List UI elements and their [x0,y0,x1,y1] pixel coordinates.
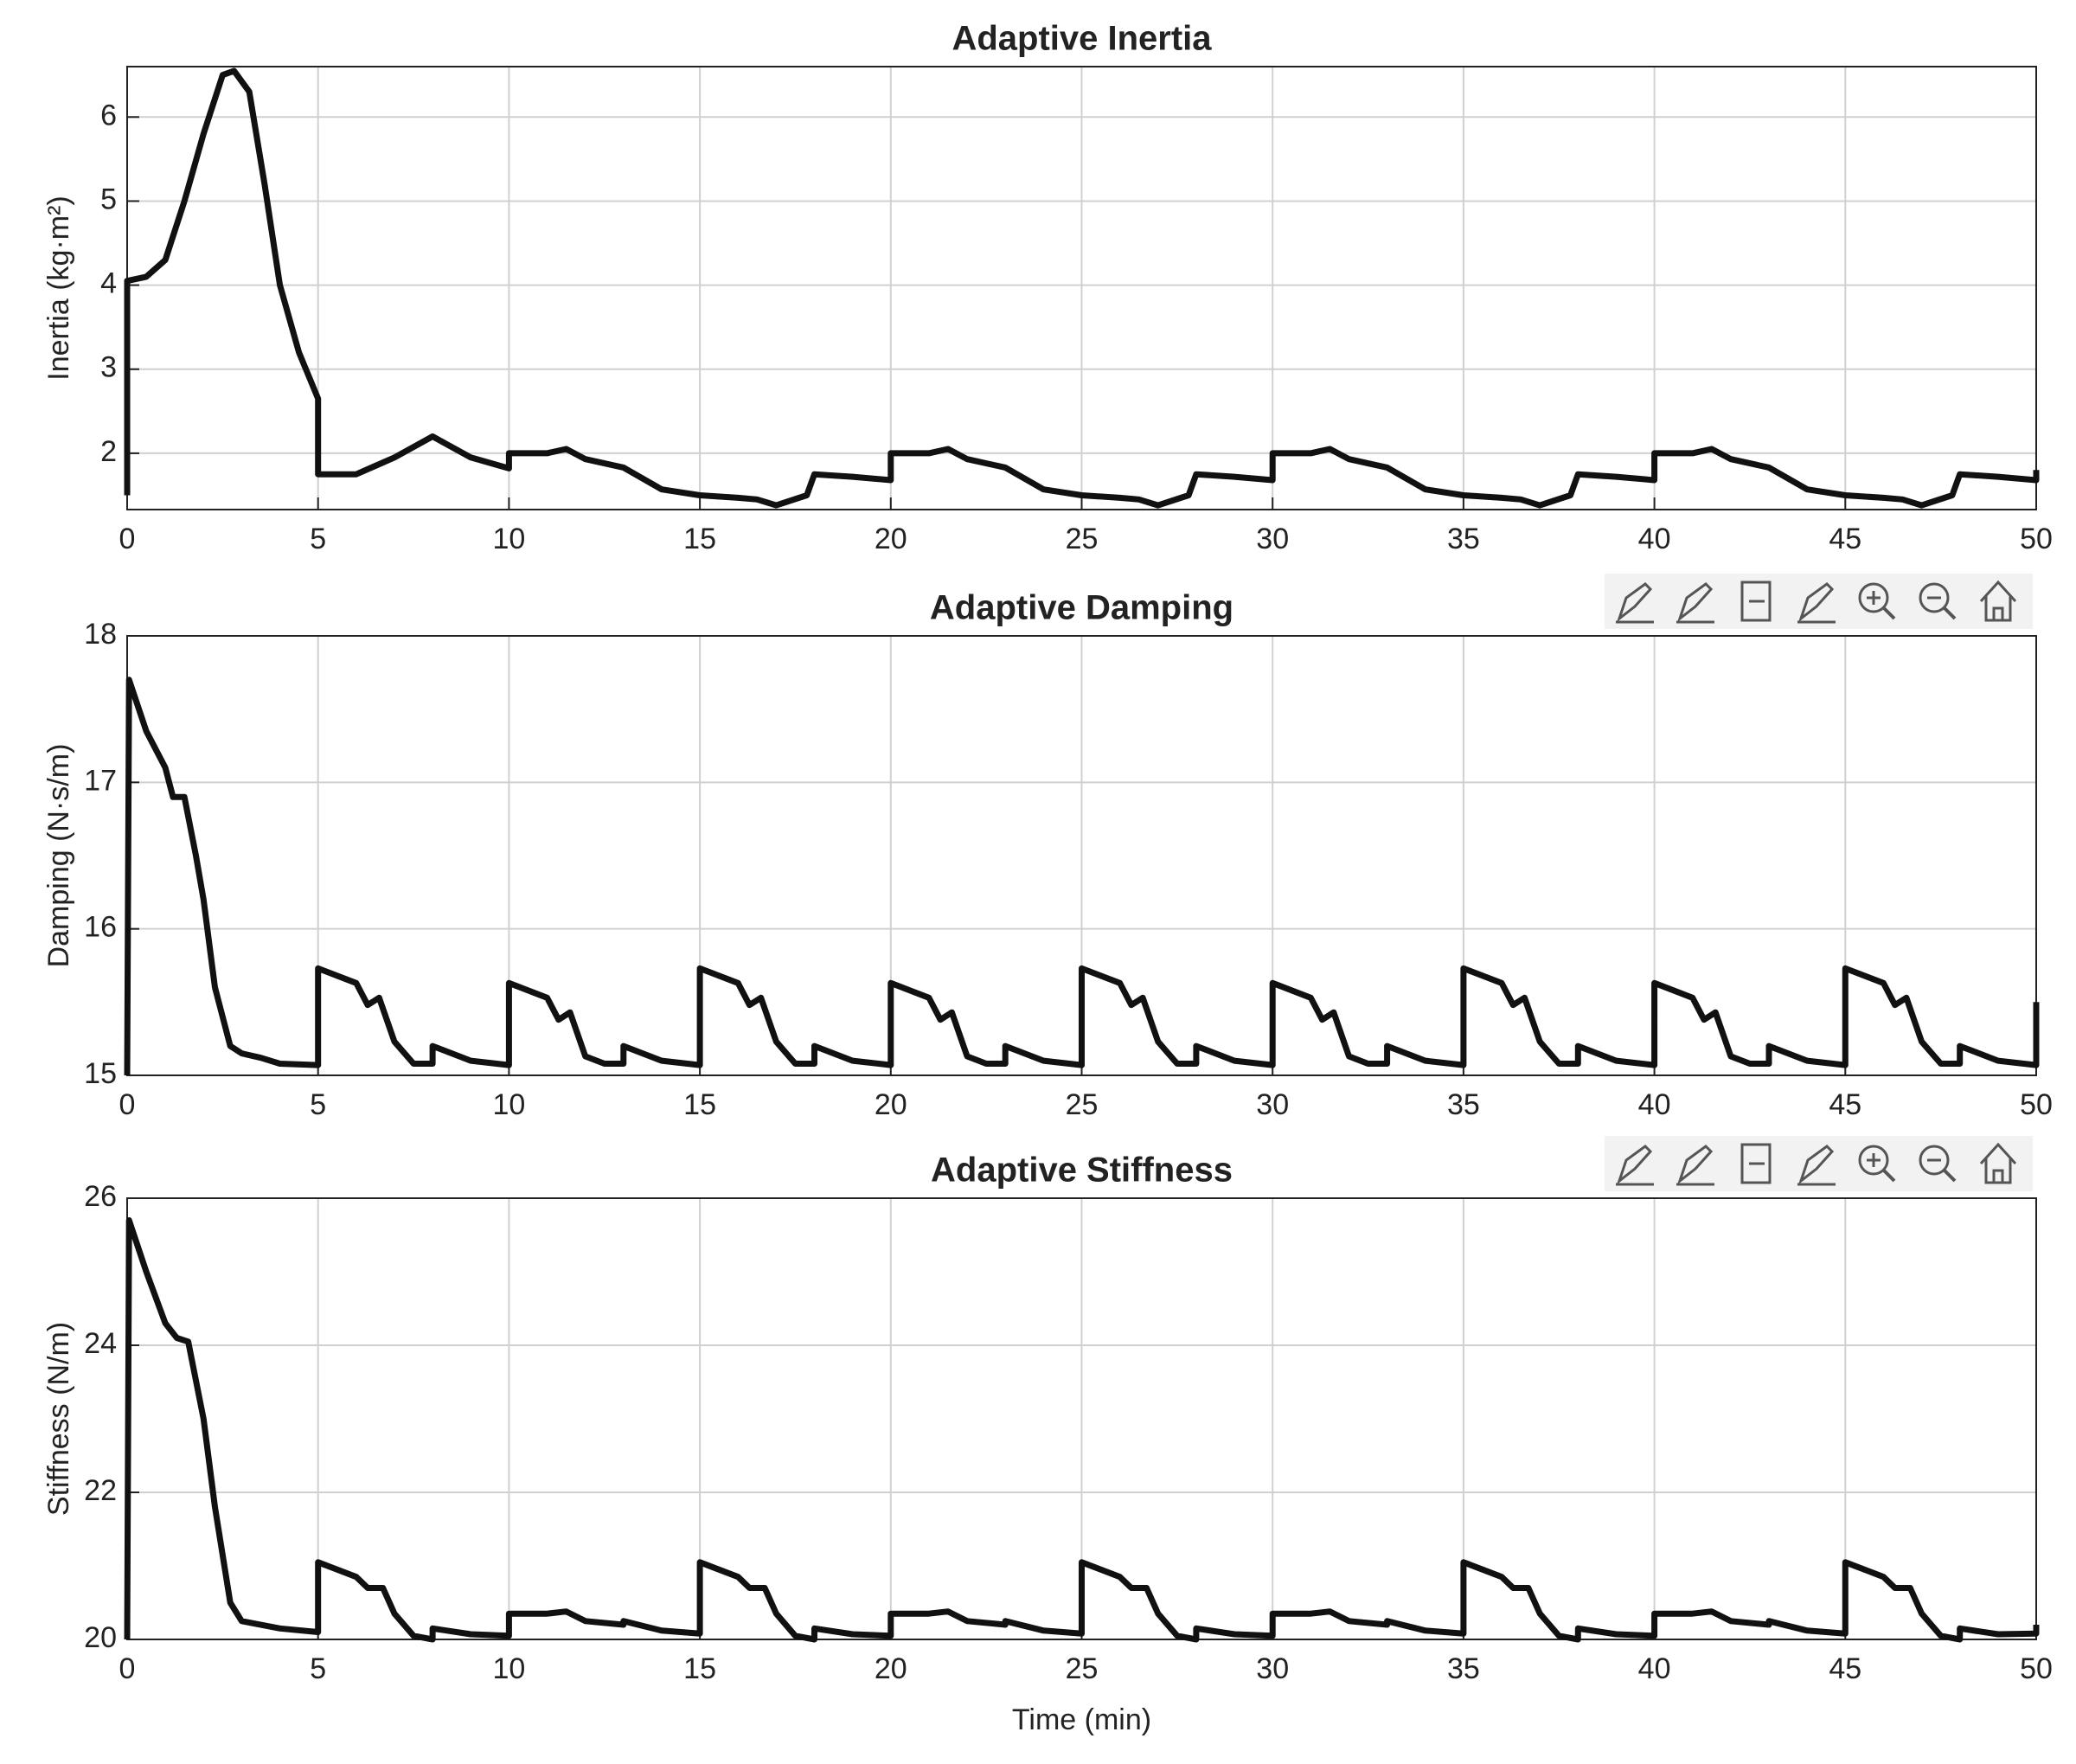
x-tick-label: 15 [683,523,716,555]
toolbar-icon [1858,582,1889,613]
data-line [124,1217,2040,1643]
toolbar-background [1605,574,2033,629]
x-tick-label: 45 [1829,1652,1861,1685]
y-tick-label: 16 [84,911,117,944]
toolbar-icon [1882,1169,1896,1183]
toolbar-icon [1919,1145,1950,1176]
y-tick-label: 5 [100,183,117,215]
axes-toolbar[interactable] [1605,574,2033,629]
toolbar-icon [1858,1145,1889,1176]
y-tick-label: 2 [100,435,117,468]
toolbar-icon [1740,581,1772,622]
x-tick-label: 20 [875,1652,907,1685]
toolbar-button[interactable] [1979,580,2017,622]
chart-title: Adaptive Stiffness [931,1151,1233,1190]
x-tick-label: 25 [1066,1088,1099,1121]
toolbar-icon [1616,1145,1654,1186]
toolbar-button[interactable] [1919,1145,1957,1183]
x-tick-label: 50 [2020,523,2053,555]
toolbar-button[interactable] [1858,582,1896,620]
toolbar-icon [1882,606,1896,620]
y-tick-label: 26 [84,1180,117,1213]
y-tick-label: 24 [84,1327,117,1360]
y-tick-label: 3 [100,351,117,384]
toolbar-button[interactable] [1616,1145,1654,1186]
x-tick-label: 0 [119,1652,136,1685]
toolbar-icon [1676,582,1714,624]
chart-title: Adaptive Damping [930,589,1233,627]
x-tick-label: 20 [875,523,907,555]
y-tick-label: 15 [84,1057,117,1090]
toolbar-button[interactable] [1676,582,1714,624]
toolbar-icon [1797,1145,1836,1186]
y-tick-label: 6 [100,99,117,131]
x-tick-label: 10 [492,523,525,555]
data-line [124,67,2040,509]
y-tick-label: 17 [84,764,117,797]
x-tick-label: 40 [1638,523,1671,555]
toolbar-icon [1979,580,2017,622]
x-tick-label: 5 [310,1088,326,1121]
toolbar-icon [1616,582,1654,624]
toolbar-icon [1676,1145,1714,1186]
x-axis-label: Time (min) [1012,1703,1151,1736]
x-tick-label: 45 [1829,1088,1861,1121]
x-tick-label: 30 [1256,523,1289,555]
toolbar-button[interactable] [1919,582,1957,620]
toolbar-button[interactable] [1740,581,1772,622]
toolbar-button[interactable] [1676,1145,1714,1186]
x-tick-label: 25 [1066,523,1099,555]
toolbar-button[interactable] [1979,1142,2017,1184]
y-tick-label: 4 [100,267,117,300]
y-axis-label: Damping (N·s/m) [42,744,75,968]
toolbar-icon [1740,1143,1772,1184]
x-tick-label: 0 [119,1088,136,1121]
toolbar-icon [1919,582,1950,613]
toolbar-background [1605,1136,2033,1191]
x-tick-label: 5 [310,523,326,555]
x-tick-label: 30 [1256,1088,1289,1121]
x-tick-label: 35 [1447,523,1480,555]
y-tick-label: 20 [84,1621,117,1654]
x-tick-label: 15 [683,1088,716,1121]
x-tick-label: 50 [2020,1652,2053,1685]
chart-title: Adaptive Inertia [952,20,1212,58]
x-tick-label: 5 [310,1652,326,1685]
x-tick-label: 25 [1066,1652,1099,1685]
x-tick-label: 40 [1638,1652,1671,1685]
toolbar-icon [1943,1169,1957,1183]
x-tick-label: 10 [492,1652,525,1685]
toolbar-button[interactable] [1616,582,1654,624]
toolbar-button[interactable] [1797,582,1836,624]
y-tick-label: 18 [84,618,117,651]
axes-toolbar[interactable] [1605,1136,2033,1191]
toolbar-button[interactable] [1858,1145,1896,1183]
x-tick-label: 35 [1447,1652,1480,1685]
toolbar-icon [1979,1142,2017,1184]
y-tick-label: 22 [84,1474,117,1507]
x-tick-label: 30 [1256,1652,1289,1685]
toolbar-button[interactable] [1740,1143,1772,1184]
y-axis-label: Stiffness (N/m) [42,1322,75,1516]
toolbar-icon [1943,606,1957,620]
x-tick-label: 50 [2020,1088,2053,1121]
y-axis-label: Inertia (kg·m²) [42,196,75,380]
x-tick-label: 15 [683,1652,716,1685]
x-tick-label: 45 [1829,523,1861,555]
x-tick-label: 10 [492,1088,525,1121]
x-tick-label: 35 [1447,1088,1480,1121]
toolbar-button[interactable] [1797,1145,1836,1186]
toolbar-icon [1797,582,1836,624]
data-line [124,677,2040,1076]
x-tick-label: 40 [1638,1088,1671,1121]
x-tick-label: 0 [119,523,136,555]
x-tick-label: 20 [875,1088,907,1121]
